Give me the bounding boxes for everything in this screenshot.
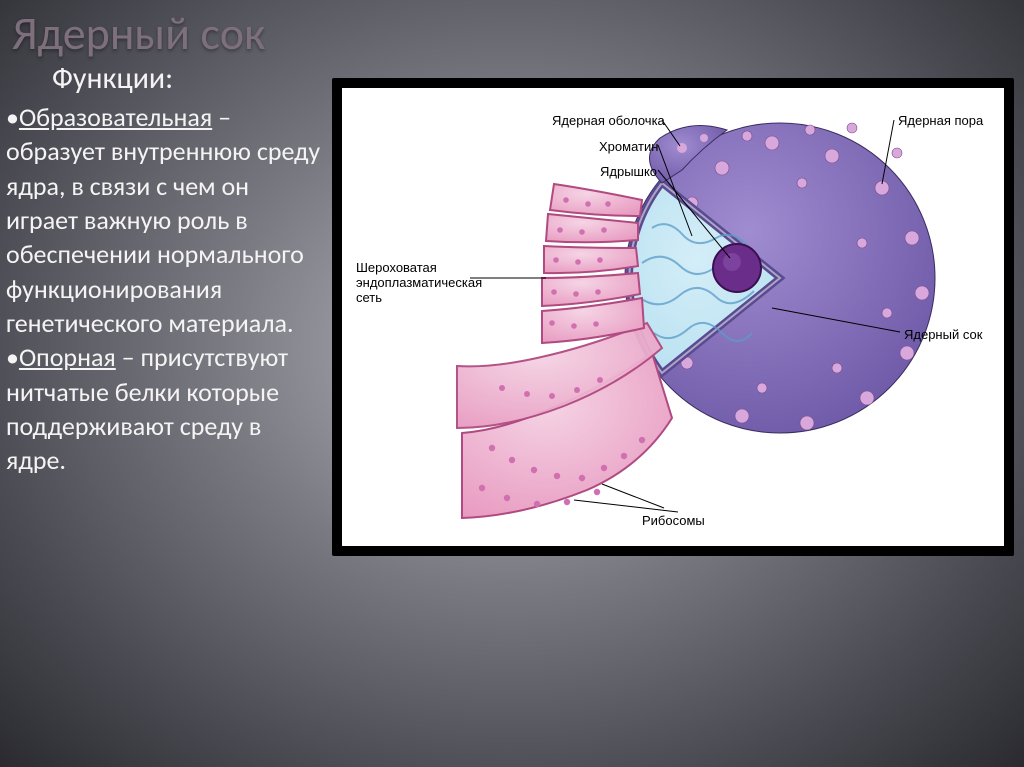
label-nucleolus: Ядрышко	[600, 165, 657, 180]
label-rough-er: Шероховатая эндоплазматическая сеть	[356, 261, 482, 306]
page-title: Ядерный сок	[12, 6, 265, 62]
bullet-label-2: Опорная	[19, 341, 116, 373]
body-text: •Образовательная – образует внутреннюю с…	[6, 100, 326, 477]
label-nuclear-pore: Ядерная пора	[898, 114, 983, 129]
label-nuclear-envelope: Ядерная оболочка	[552, 114, 665, 129]
bullet-text-1: – образует внутреннюю среду ядра, в связ…	[6, 101, 320, 339]
diagram-inner: Ядерная оболочка Хроматин Ядрышко Ядерна…	[342, 88, 1004, 546]
subtitle: Функции:	[52, 60, 173, 97]
label-ribosomes: Рибосомы	[642, 514, 705, 529]
nucleus-diagram	[342, 88, 1004, 546]
diagram-container: Ядерная оболочка Хроматин Ядрышко Ядерна…	[332, 78, 1014, 556]
label-chromatin: Хроматин	[599, 140, 658, 155]
bullet-label-1: Образовательная	[19, 101, 212, 133]
label-nuclear-sap: Ядерный сок	[904, 328, 982, 343]
